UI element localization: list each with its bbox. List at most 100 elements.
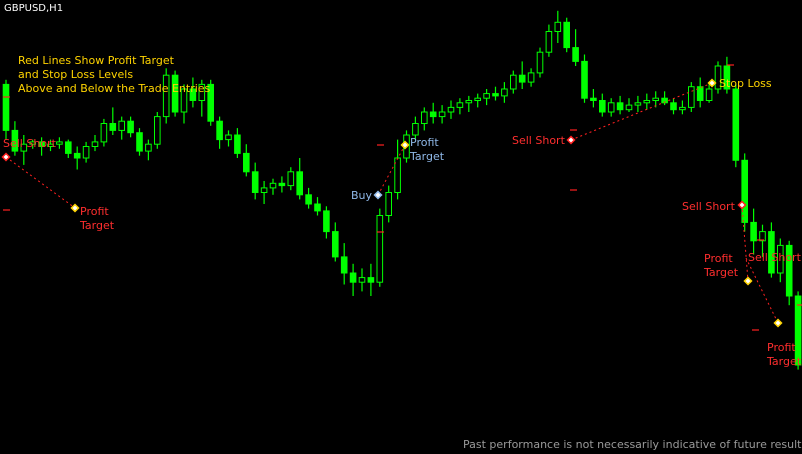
candle (127, 116, 134, 138)
candle (29, 139, 36, 149)
candle (91, 135, 99, 152)
trade-line (570, 82, 713, 141)
sell-short-label-3: Sell Short (682, 200, 735, 213)
candle (581, 54, 588, 103)
candle (198, 79, 206, 117)
candle (527, 68, 535, 87)
note-line-1: Red Lines Show Profit Target (18, 54, 174, 67)
candle (118, 116, 126, 140)
trade-marker (1, 152, 11, 162)
candle (367, 263, 375, 296)
candle (768, 222, 775, 278)
profit-target-label-2: Profit Target (410, 136, 444, 164)
disclaimer-text: Past performance is not necessarily indi… (463, 438, 802, 451)
candle (741, 153, 749, 232)
candle (510, 70, 517, 94)
candle (358, 268, 366, 292)
candle (11, 121, 19, 156)
candle (652, 91, 660, 108)
candle (2, 79, 10, 140)
trade-marker (707, 78, 717, 88)
candle (483, 89, 490, 106)
candle (260, 181, 268, 204)
profit-target-label-4-line-1: Profit (767, 341, 796, 354)
candle (563, 17, 571, 53)
candle (154, 112, 161, 149)
candle (251, 162, 259, 200)
candle (162, 68, 170, 124)
candle (554, 10, 562, 43)
trade-marker (773, 318, 783, 328)
profit-target-label-1-line-2: Target (80, 219, 115, 232)
candle (572, 29, 579, 66)
sell-short-label-4: Sell Short (748, 251, 801, 264)
candle (501, 82, 508, 103)
candle (714, 61, 722, 94)
candle (688, 82, 695, 112)
candle (65, 139, 72, 158)
candle (234, 128, 241, 158)
candle (679, 100, 686, 115)
candle (216, 116, 223, 149)
profit-target-label-3-line-2: Target (704, 266, 739, 279)
candle (518, 61, 526, 89)
note-line-3: Above and Below the Trade Entries (18, 82, 211, 95)
candle (269, 178, 277, 195)
candle (696, 77, 704, 108)
profit-target-label-4-line-2: Target (767, 355, 802, 368)
candle (109, 107, 117, 135)
candle (207, 79, 214, 126)
candle (705, 84, 713, 103)
candle (599, 93, 606, 117)
chart-annotation-note: Red Lines Show Profit Target and Stop Lo… (18, 54, 210, 96)
candle (536, 47, 544, 78)
candle (287, 167, 295, 191)
buy-label: Buy (351, 189, 373, 202)
candle (136, 128, 143, 156)
profit-target-label-4: Profit Target (767, 341, 801, 369)
candle (421, 107, 428, 131)
chart-symbol-label: GBPUSD,H1 (4, 3, 64, 14)
candle (777, 238, 784, 283)
candle (661, 91, 668, 106)
candle (412, 116, 419, 140)
candle (73, 146, 81, 170)
candle (456, 98, 464, 115)
profit-target-label-2-line-1: Profit (410, 136, 439, 149)
candle (545, 24, 553, 57)
candle (607, 98, 615, 117)
candle (394, 139, 401, 200)
trade-line (5, 156, 76, 209)
trade-marker (743, 276, 753, 286)
candle (296, 158, 303, 200)
candle (314, 197, 321, 216)
candle (616, 95, 624, 115)
candle (349, 263, 357, 296)
candle (625, 98, 633, 112)
sell-short-label-1: Sell Short (3, 137, 56, 150)
candle (145, 139, 152, 161)
candle (474, 93, 481, 108)
profit-target-label-1: Profit Target (80, 205, 114, 233)
candle (100, 118, 108, 147)
candle (323, 206, 330, 239)
candle (492, 86, 499, 101)
trade-marker (566, 135, 576, 145)
candle (759, 224, 766, 257)
trade-marker (373, 190, 383, 200)
candle (243, 144, 250, 177)
trade-marker (70, 203, 80, 213)
candle (385, 185, 392, 223)
candle (670, 98, 677, 115)
profit-target-label-3-line-1: Profit (704, 252, 733, 265)
candle (47, 139, 54, 152)
candle (38, 137, 45, 156)
candle (189, 77, 197, 108)
candle (56, 137, 63, 149)
trade-marker (400, 140, 410, 150)
trade-line (377, 144, 406, 196)
candle (429, 102, 437, 124)
candle (723, 56, 731, 94)
candle (634, 95, 642, 112)
